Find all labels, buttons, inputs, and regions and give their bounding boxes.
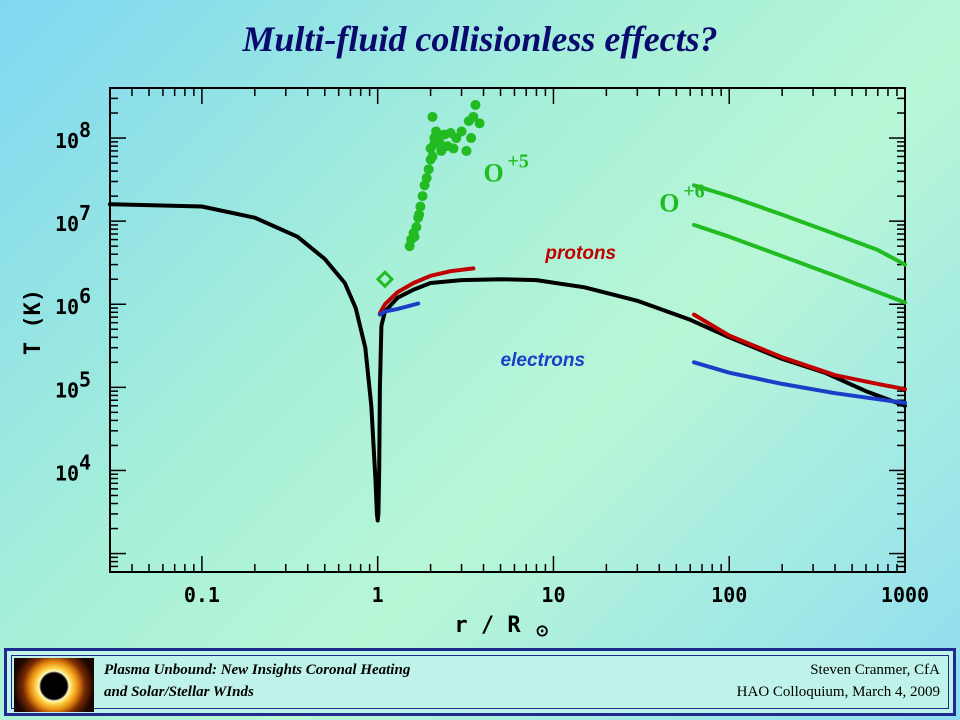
x-tick-label: 1000 xyxy=(881,583,929,607)
y-tick-label-exponent: 8 xyxy=(79,118,91,142)
y-tick-label-base: 10 xyxy=(55,295,79,319)
annotation-o-6-superscript: +6 xyxy=(683,181,704,203)
o5-data-point xyxy=(414,209,425,220)
x-tick-label: 100 xyxy=(711,583,747,607)
series-line-o-6 xyxy=(692,222,907,305)
o5-data-point xyxy=(431,126,442,137)
series-line-electrons xyxy=(692,360,907,405)
annotation-electrons: electrons xyxy=(501,350,585,371)
annotation-o-6: O xyxy=(659,189,679,218)
x-axis-label: r / R xyxy=(454,613,521,638)
y-tick-label-base: 10 xyxy=(55,212,79,236)
o5-data-point xyxy=(461,145,472,156)
footer: Plasma Unbound: New Insights Coronal Hea… xyxy=(4,648,956,716)
author-label: Steven Cranmer, CfA xyxy=(810,662,940,678)
event-label: HAO Colloquium, March 4, 2009 xyxy=(736,684,940,700)
o5-data-point xyxy=(423,164,434,175)
annotation-protons: protons xyxy=(544,243,616,264)
y-tick-label-base: 10 xyxy=(55,378,79,402)
o5-data-point xyxy=(421,173,432,184)
o5-data-point xyxy=(466,133,477,144)
o5-data-point xyxy=(427,111,438,122)
slide-title: Multi-fluid collisionless effects? xyxy=(242,19,718,59)
y-tick-label-exponent: 6 xyxy=(79,284,91,308)
x-tick-label: 1 xyxy=(372,583,384,607)
o5-data-point xyxy=(409,231,420,242)
y-tick-label-exponent: 5 xyxy=(79,367,91,391)
o5-data-point xyxy=(448,143,459,154)
o5-data-point xyxy=(434,138,445,149)
talk-title-line2: and Solar/Stellar WInds xyxy=(104,684,254,700)
annotation-o-5-superscript: +5 xyxy=(508,150,529,172)
o5-data-point xyxy=(427,151,438,162)
talk-title-line1: Plasma Unbound: New Insights Coronal Hea… xyxy=(104,662,411,678)
series-line-model xyxy=(108,202,907,523)
y-axis-label: T (K) xyxy=(21,289,46,355)
o5-data-point xyxy=(468,111,479,122)
x-tick-label: 0.1 xyxy=(184,583,220,607)
diamond-marker xyxy=(375,270,395,289)
x-tick-label: 10 xyxy=(541,583,565,607)
o5-data-point xyxy=(474,118,485,129)
annotation-o-5: O xyxy=(484,158,504,187)
series-line-protons xyxy=(692,312,907,392)
o5-data-point xyxy=(411,222,422,233)
o5-data-point xyxy=(456,126,467,137)
o5-data-point xyxy=(470,99,481,110)
o5-data-point xyxy=(417,191,428,202)
y-tick-label-base: 10 xyxy=(55,129,79,153)
o5-data-point xyxy=(415,201,426,212)
y-tick-label-base: 10 xyxy=(55,461,79,485)
series-line-o-6 xyxy=(692,183,907,267)
series-line-protons xyxy=(377,266,476,316)
series-line-electrons xyxy=(377,301,421,317)
y-tick-label-exponent: 4 xyxy=(79,450,91,474)
x-axis-label-sun-symbol: ⊙ xyxy=(536,623,549,640)
solar-eclipse-logo xyxy=(14,658,94,712)
y-tick-label-exponent: 7 xyxy=(79,201,91,225)
footer-inner-border: Plasma Unbound: New Insights Coronal Hea… xyxy=(11,655,949,712)
